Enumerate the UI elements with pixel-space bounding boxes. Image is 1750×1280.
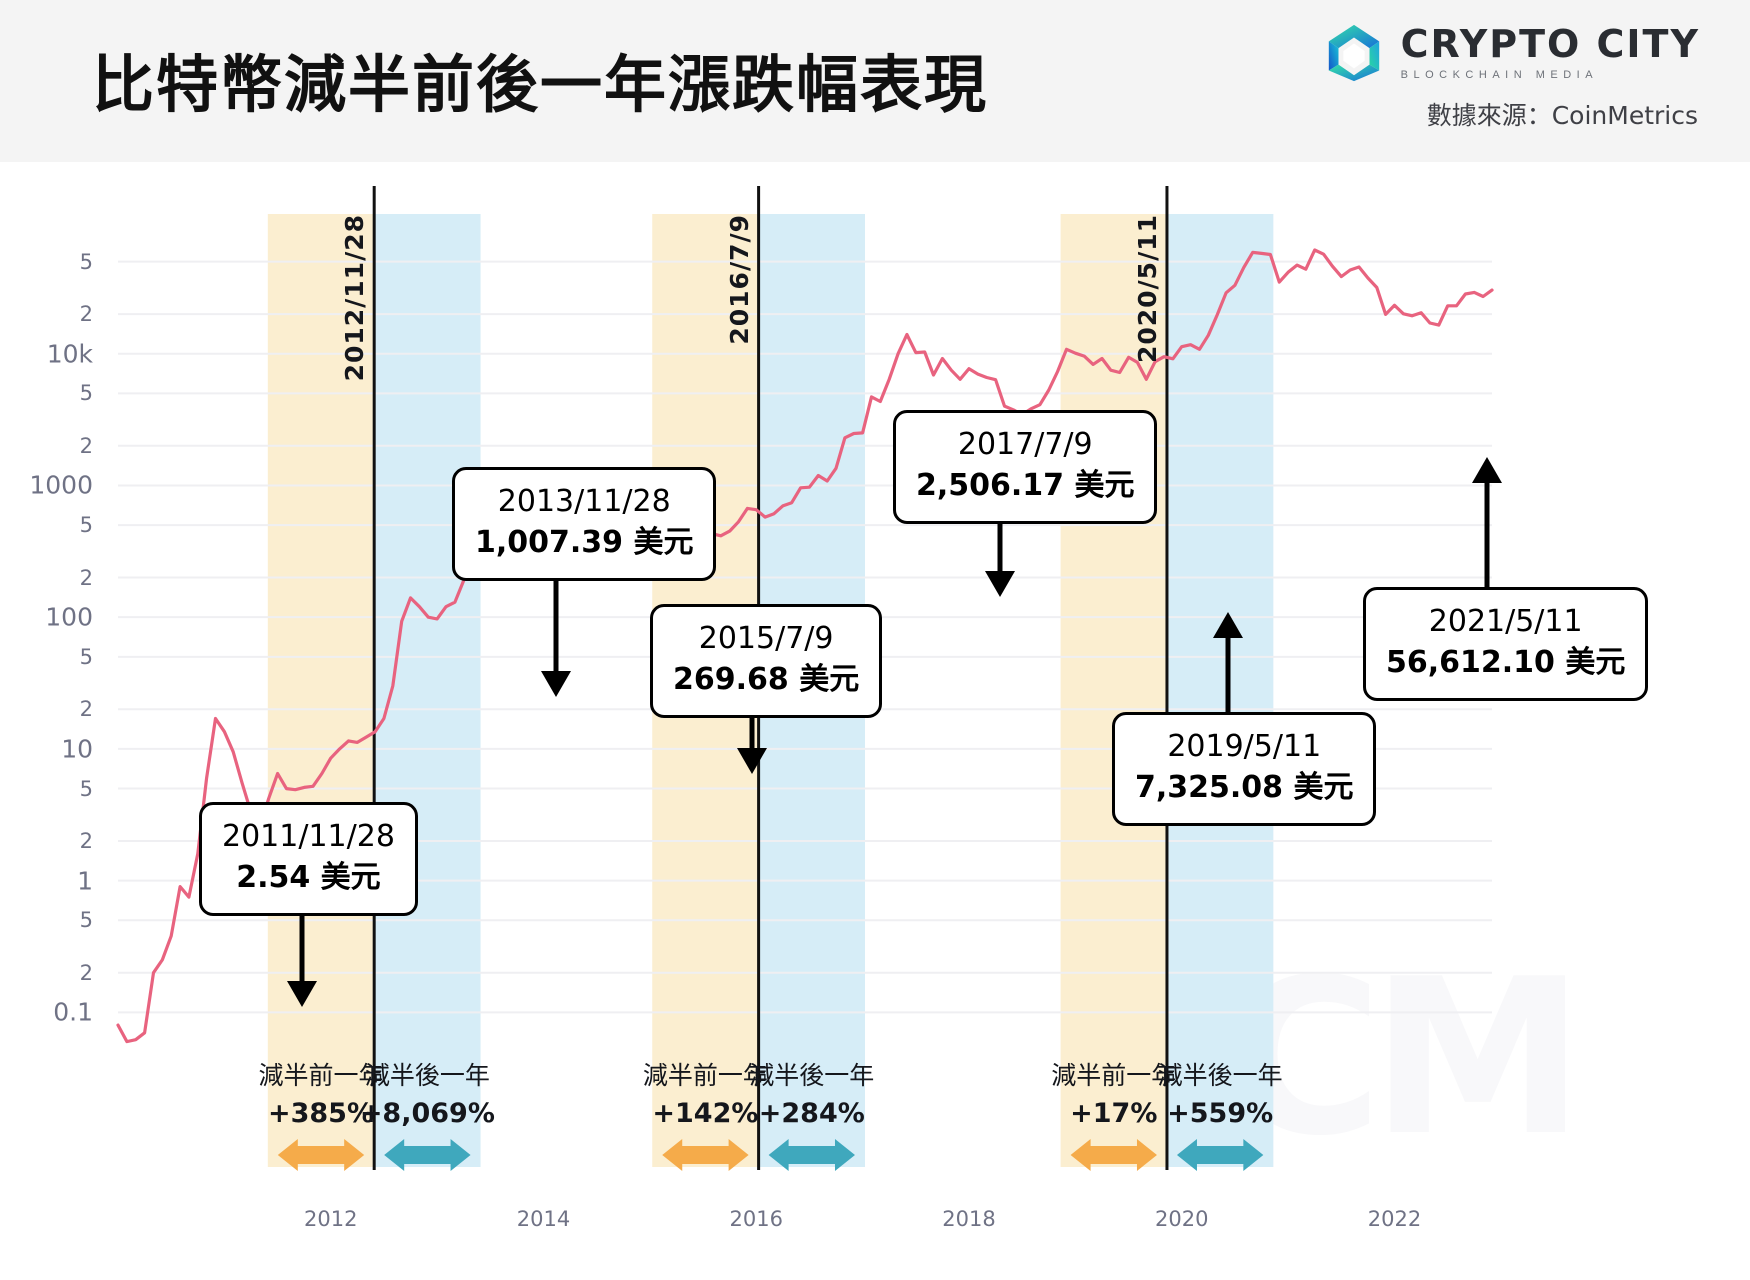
annotation-callout[interactable]: 2017/7/9 2,506.17 美元 [893,410,1158,524]
band-caption: 減半前一年 +17% [1051,1058,1176,1133]
y-axis-tick: 0.1 [53,997,93,1027]
band-caption-value: +142% [652,1098,759,1130]
annotation-value: 1,007.39 美元 [475,524,694,560]
annotation-arrow [1213,612,1243,712]
band-caption: 減半後一年 +284% [749,1058,874,1133]
y-axis-tick: 2 [79,828,93,853]
page-title: 比特幣減半前後一年漲跌幅表現 [92,48,989,121]
annotation-date: 2019/5/11 [1167,729,1322,764]
band-caption: 減半前一年 +142% [643,1058,768,1133]
annotation-date: 2017/7/9 [957,427,1093,462]
crypto-city-diamond-logo-icon [1323,22,1385,84]
x-axis-tick: 2020 [1155,1207,1209,1231]
annotation-value: 2.54 美元 [236,859,381,895]
x-axis-tick: 2022 [1367,1207,1422,1231]
band-caption-label: 減半前一年 [258,1061,384,1090]
y-axis-tick: 5 [79,908,93,933]
annotation-callout[interactable]: 2019/5/11 7,325.08 美元 [1112,712,1377,826]
annotation-callout[interactable]: 2011/11/28 2.54 美元 [199,802,418,916]
data-source-label: 數據來源：CoinMetrics [1426,101,1698,130]
y-axis-labels: 0.1 2 5 1 2 5 10 2 5 100 2 5 1000 2 5 10k 2 5 [0,162,105,1280]
band-caption-label: 減半後一年 [364,1061,490,1090]
y-axis-tick: 10 [61,734,93,764]
band-caption-value: +385% [267,1098,375,1130]
band-caption-label: 減半前一年 [1051,1061,1177,1090]
y-axis-tick: 2 [79,433,93,458]
band-span-arrow-pre [277,1139,365,1171]
annotation-date: 2021/5/11 [1428,604,1583,639]
annotation-arrow [1472,457,1502,587]
halving-band-post [1166,214,1274,1167]
y-axis-tick: 2 [79,565,93,590]
band-span-arrow-pre [662,1139,749,1171]
annotation-date: 2011/11/28 [222,819,395,854]
band-caption-label: 減半後一年 [1157,1061,1283,1090]
band-span-arrow-pre [1070,1139,1157,1171]
price-line [116,248,1494,1044]
y-axis-tick: 100 [45,602,93,632]
brand-text-block: CRYPTO CITY BLOCKCHAIN MEDIA [1401,25,1700,81]
y-axis-tick: 2 [79,697,93,722]
y-axis-tick: 1 [77,866,93,896]
annotation-callout[interactable]: 2015/7/9 269.68 美元 [650,604,883,718]
band-caption: 減半後一年 +559% [1158,1058,1283,1133]
brand-lockup: CRYPTO CITY BLOCKCHAIN MEDIA [1323,22,1700,84]
chart-inner: CM 0.1 2 5 1 2 5 10 2 5 100 2 5 1000 2 5 10k 2 5 2012 2014… [0,162,1750,1280]
y-axis-tick: 5 [79,644,93,669]
annotation-value: 2,506.17 美元 [916,467,1135,503]
band-span-arrow-post [384,1139,471,1171]
y-axis-tick: 5 [79,249,93,274]
x-axis-tick: 2018 [942,1207,996,1231]
y-axis-tick: 5 [79,381,93,406]
halving-date-label: 2016/7/9 [724,214,754,345]
x-axis-tick: 2016 [729,1207,783,1231]
annotation-date: 2013/11/28 [497,484,671,519]
band-caption-value: +284% [758,1098,865,1130]
halving-date-label: 2020/5/11 [1132,214,1162,364]
band-span-arrow-post [768,1139,855,1171]
brand-name: CRYPTO CITY [1400,22,1700,66]
band-caption-label: 減半後一年 [749,1061,875,1090]
annotation-value: 269.68 美元 [673,661,860,697]
halving-band-pre [267,214,375,1167]
band-caption-value: +8,069% [359,1098,495,1130]
y-axis-tick: 5 [79,776,93,801]
page-header: 比特幣減半前後一年漲跌幅表現 [0,0,1750,163]
band-span-arrow-post [1176,1139,1264,1171]
annotation-callout[interactable]: 2013/11/28 1,007.39 美元 [452,467,717,581]
y-axis-tick: 1000 [29,470,93,500]
band-caption: 減半後一年 +8,069% [360,1058,495,1133]
y-axis-tick: 2 [79,302,93,327]
x-axis-tick: 2012 [304,1207,358,1231]
x-axis-tick: 2014 [516,1207,571,1231]
chart-area: CM 0.1 2 5 1 2 5 10 2 5 100 2 5 1000 2 5 10k 2 5 2012 2014… [0,162,1750,1280]
annotation-date: 2015/7/9 [698,621,834,656]
y-axis-tick: 5 [79,513,93,538]
y-axis-tick: 2 [79,960,93,985]
annotation-callout[interactable]: 2021/5/11 56,612.10 美元 [1363,587,1649,701]
band-caption-value: +559% [1167,1098,1274,1130]
annotation-value: 7,325.08 美元 [1135,769,1354,805]
annotation-arrow [541,565,571,697]
halving-date-label: 2012/11/28 [340,214,370,382]
band-caption-value: +17% [1070,1098,1158,1130]
brand-tagline: BLOCKCHAIN MEDIA [1400,69,1599,81]
band-caption-label: 減半前一年 [642,1061,768,1090]
y-axis-tick: 10k [46,339,93,369]
annotation-value: 56,612.10 美元 [1386,644,1626,680]
band-caption: 減半前一年 +385% [258,1058,383,1133]
